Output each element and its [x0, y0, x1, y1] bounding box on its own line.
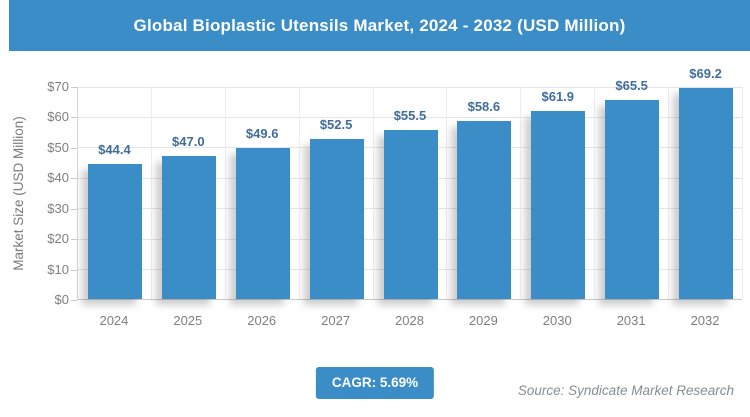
x-axis-label: 2025	[173, 313, 203, 328]
category-cell: $58.6	[447, 87, 522, 299]
gridline-horizontal	[78, 116, 742, 118]
y-tick-label: $20	[47, 231, 69, 247]
y-tick-label: $60	[47, 109, 69, 125]
x-axis-label: 2026	[247, 313, 277, 328]
y-tick-label: $10	[47, 261, 69, 277]
bar-value-label: $55.5	[393, 108, 427, 124]
x-axis-label: 2032	[690, 313, 720, 328]
source-text: Source: Syndicate Market Research	[517, 383, 734, 398]
bar-2026	[235, 148, 290, 299]
category-cell: $69.2	[669, 66, 743, 299]
x-axis-label: 2028	[395, 313, 424, 328]
plot-area: $44.4 $47.0 $49.6 $52.5 $55.5 $58.6 $61.9 $65.5…	[77, 66, 743, 300]
category-cell: $52.5	[300, 87, 374, 299]
bar-value-label: $69.2	[689, 66, 722, 82]
bar-value-label: $65.5	[615, 77, 648, 93]
bar-2030	[531, 110, 586, 299]
y-tick-label: $50	[47, 139, 69, 155]
category-cell: $61.9	[521, 87, 596, 299]
bar-value-label: $52.5	[319, 117, 353, 133]
y-tick-mark	[71, 208, 77, 210]
y-tick-mark	[71, 239, 77, 241]
bar-2024	[88, 163, 142, 299]
category-cell: $65.5	[595, 78, 670, 299]
y-tick-mark	[71, 178, 77, 180]
y-tick-mark	[71, 300, 77, 301]
chart-title-bar: Global Bioplastic Utensils Market, 2024 …	[9, 0, 750, 51]
x-axis-label: 2029	[468, 313, 498, 328]
bar-2028	[383, 130, 438, 299]
y-tick-mark	[71, 87, 77, 88]
x-axis-label: 2024	[99, 313, 129, 328]
y-tick-mark	[71, 269, 77, 271]
y-tick-label: $40	[47, 170, 69, 186]
cagr-label: CAGR: 5.69%	[331, 375, 419, 390]
category-cell: $44.4	[78, 87, 152, 299]
bar-value-label: $61.9	[541, 88, 575, 104]
category-cell: $55.5	[374, 87, 448, 299]
bar-2031	[605, 99, 660, 299]
bar-value-label: $49.6	[245, 126, 279, 142]
cagr-badge: CAGR: 5.69%	[315, 367, 435, 399]
x-axis-label: 2027	[321, 313, 351, 328]
y-tick-mark	[71, 147, 77, 149]
gridline-horizontal	[78, 86, 742, 88]
bar-value-label: $44.4	[98, 141, 131, 157]
bar-2032	[679, 88, 734, 299]
bar-2025	[161, 156, 216, 299]
category-cell: $49.6	[226, 87, 300, 299]
chart-title: Global Bioplastic Utensils Market, 2024 …	[133, 15, 626, 35]
y-tick-label: $0	[54, 292, 69, 307]
category-cell: $47.0	[152, 87, 226, 299]
y-tick-label: $30	[47, 200, 69, 216]
y-tick-mark	[71, 117, 77, 119]
x-axis-label: 2031	[616, 313, 646, 328]
bar-2027	[309, 139, 364, 299]
bar-2029	[457, 120, 512, 299]
y-tick-label: $70	[47, 79, 69, 94]
bar-value-label: $58.6	[467, 98, 501, 114]
bar-value-label: $47.0	[172, 134, 205, 149]
x-axis-label: 2030	[542, 313, 572, 328]
